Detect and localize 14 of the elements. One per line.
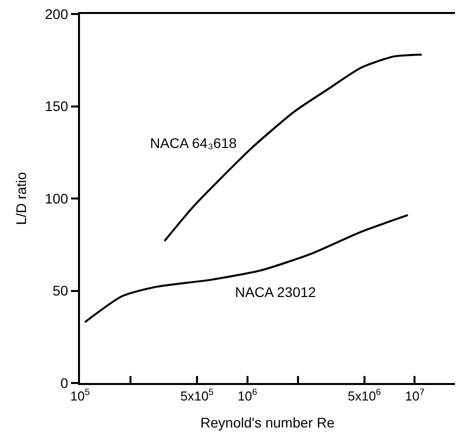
x-tick-label: 10$^{7}$ <box>404 387 425 404</box>
y-tick-label: 50 <box>52 282 68 299</box>
y-tick-label: 100 <box>44 190 68 206</box>
x-tick-label: 5x10$^{5}$ <box>180 387 214 404</box>
y-tick-label: 0 <box>60 374 68 391</box>
y-axis-title: L/D ratio <box>12 172 29 225</box>
x-tick-label: 10$^{5}$ <box>70 387 90 404</box>
series-label: NACA 64₃618 <box>150 135 237 151</box>
x-tick-label: 5x10$^{6}$ <box>348 387 381 404</box>
x-tick-label: 10$^{6}$ <box>238 387 258 404</box>
y-tick-label: 200 <box>44 6 68 22</box>
series-label: NACA 23012 <box>235 284 316 300</box>
y-tick-label: 150 <box>44 98 68 114</box>
x-axis-title: Reynold's number Re <box>200 414 335 430</box>
